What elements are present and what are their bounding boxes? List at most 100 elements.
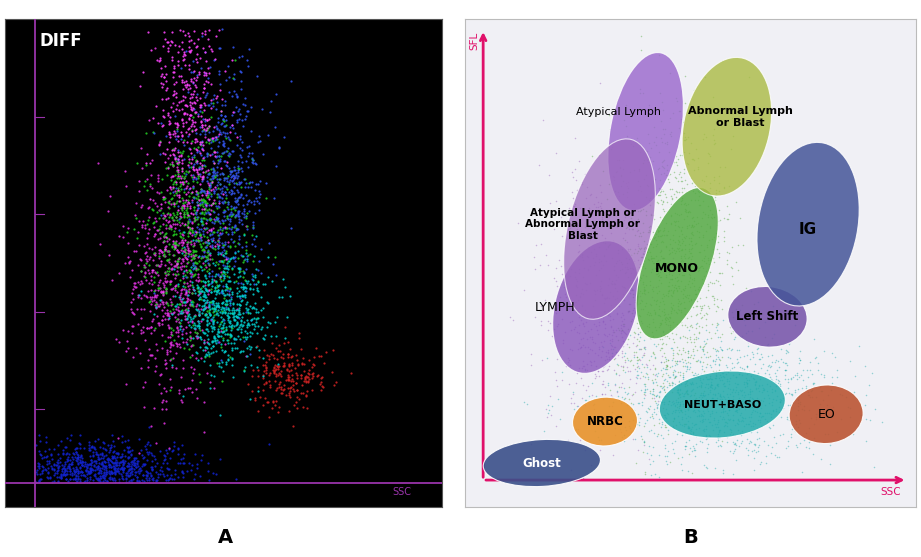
Point	[729, 373, 743, 382]
Point	[192, 163, 207, 172]
Point	[688, 311, 703, 320]
Point	[179, 47, 193, 56]
Point	[671, 284, 686, 293]
Point	[195, 326, 210, 335]
Point	[192, 285, 207, 294]
Point	[108, 469, 122, 478]
Point	[131, 462, 146, 471]
Point	[168, 118, 182, 127]
Point	[635, 158, 650, 167]
Point	[652, 222, 667, 231]
Point	[170, 310, 185, 319]
Point	[177, 243, 192, 252]
Point	[663, 275, 678, 284]
Point	[218, 247, 233, 256]
Point	[157, 336, 172, 345]
Ellipse shape	[728, 286, 807, 347]
Point	[159, 446, 174, 455]
Point	[210, 135, 225, 144]
Point	[148, 249, 163, 258]
Point	[733, 387, 748, 396]
Point	[691, 266, 705, 275]
Point	[700, 202, 715, 211]
Point	[228, 226, 243, 234]
Point	[606, 328, 621, 336]
Point	[83, 445, 98, 454]
Point	[698, 435, 713, 444]
Point	[714, 295, 729, 304]
Point	[659, 377, 674, 385]
Point	[197, 124, 212, 133]
Point	[762, 408, 776, 417]
Point	[162, 137, 177, 146]
Point	[679, 377, 694, 385]
Point	[657, 257, 671, 266]
Ellipse shape	[553, 241, 639, 373]
Point	[717, 214, 731, 223]
Point	[660, 447, 675, 456]
Point	[178, 314, 192, 323]
Point	[210, 305, 225, 314]
Point	[565, 345, 579, 354]
Point	[107, 465, 122, 473]
Point	[538, 221, 553, 230]
Point	[197, 338, 212, 346]
Point	[305, 374, 320, 383]
Point	[630, 363, 645, 372]
Point	[156, 395, 170, 404]
Point	[218, 188, 233, 197]
Point	[716, 465, 730, 474]
Point	[634, 324, 648, 333]
Point	[779, 388, 794, 397]
Point	[166, 161, 181, 170]
Point	[586, 400, 600, 409]
Point	[689, 319, 704, 328]
Point	[670, 308, 684, 317]
Point	[131, 456, 146, 465]
Point	[268, 365, 283, 374]
Point	[257, 346, 272, 355]
Point	[691, 398, 705, 407]
Point	[608, 343, 623, 351]
Point	[183, 159, 198, 168]
Point	[157, 456, 171, 465]
Point	[622, 307, 636, 316]
Point	[171, 253, 186, 262]
Point	[282, 407, 297, 416]
Point	[615, 310, 630, 319]
Point	[244, 154, 259, 163]
Point	[157, 359, 172, 368]
Point	[195, 175, 210, 184]
Point	[219, 330, 234, 339]
Point	[659, 363, 673, 372]
Point	[193, 286, 208, 295]
Point	[182, 312, 197, 321]
Point	[737, 388, 752, 397]
Point	[182, 114, 197, 123]
Point	[206, 56, 221, 65]
Point	[221, 215, 236, 224]
Point	[682, 335, 697, 344]
Point	[605, 279, 620, 288]
Point	[262, 382, 277, 391]
Point	[190, 223, 204, 232]
Point	[726, 403, 740, 412]
Point	[202, 121, 216, 130]
Point	[170, 279, 185, 288]
Point	[658, 353, 672, 361]
Point	[191, 253, 205, 262]
Point	[259, 363, 274, 372]
Point	[166, 304, 181, 313]
Point	[517, 286, 531, 295]
Point	[192, 231, 207, 240]
Point	[682, 290, 697, 299]
Point	[246, 221, 261, 230]
Point	[642, 455, 657, 463]
Point	[216, 207, 231, 216]
Point	[178, 172, 192, 180]
Point	[211, 142, 226, 151]
Point	[687, 263, 702, 272]
Point	[797, 401, 811, 410]
Point	[259, 178, 274, 187]
Point	[267, 194, 282, 203]
